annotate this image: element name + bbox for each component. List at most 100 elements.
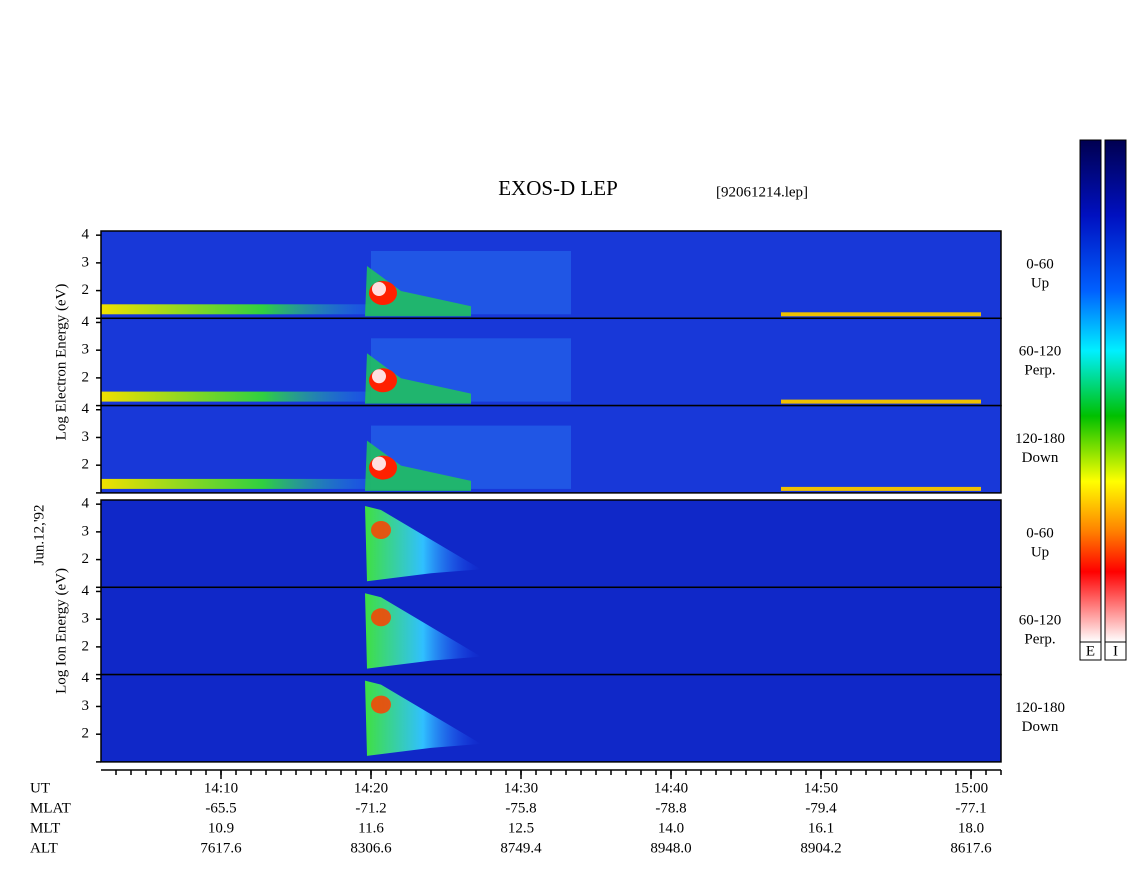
ion-peak — [371, 695, 391, 714]
ephemeris-value: -65.5 — [205, 800, 236, 816]
panel-background — [101, 674, 1001, 762]
panel-label: 0-60 — [1026, 525, 1054, 541]
ephemeris-name: ALT — [30, 840, 58, 856]
ephemeris-value: 11.6 — [358, 820, 384, 836]
panel-sublabel: Down — [1022, 450, 1059, 466]
ephemeris-value: 16.1 — [808, 820, 834, 836]
y-tick-label: 3 — [82, 698, 90, 714]
y-tick-label: 3 — [82, 254, 90, 270]
y-tick-label: 2 — [82, 282, 90, 298]
y-tick-label: 2 — [82, 369, 90, 385]
date: Jun.12,'92 — [31, 504, 47, 565]
ephemeris-value: 8617.6 — [950, 840, 992, 856]
ion-peak — [371, 608, 391, 627]
x-tick-label: 14:40 — [654, 780, 688, 796]
ephemeris-value: 10.9 — [208, 820, 234, 836]
x-tick-label: 14:30 — [504, 780, 538, 796]
panel-frame — [100, 404, 1002, 494]
ion-dispersion — [365, 506, 481, 582]
panel-background — [101, 405, 1001, 493]
y-tick-label: 4 — [82, 670, 90, 686]
ephemeris-value: 12.5 — [508, 820, 534, 836]
x-title: UT — [30, 780, 50, 796]
peak-core — [372, 369, 386, 384]
ephemeris-value: -79.4 — [805, 800, 837, 816]
panel-background — [101, 318, 1001, 406]
low-energy-band — [101, 478, 371, 489]
spectrogram-panel — [100, 404, 1002, 494]
colorbar-label-box — [1104, 641, 1127, 661]
file-name: [92061214.lep] — [716, 184, 808, 200]
ephemeris-value: 8306.6 — [350, 840, 392, 856]
peak-core — [372, 456, 386, 471]
x-tick-label: 14:20 — [354, 780, 388, 796]
panel-sublabel: Perp. — [1024, 632, 1055, 648]
title: EXOS-D LEP — [498, 176, 618, 200]
colorbar — [1079, 139, 1102, 643]
ephemeris-value: 14.0 — [658, 820, 684, 836]
injection — [365, 440, 471, 491]
panel-background — [101, 587, 1001, 675]
y-tick-label: 4 — [82, 314, 90, 330]
panel-sublabel: Perp. — [1024, 363, 1055, 379]
y-tick-label: 4 — [82, 583, 90, 599]
x-tick-label: 14:10 — [204, 780, 238, 796]
panel-label: 120-180 — [1015, 700, 1065, 716]
panel-frame — [100, 673, 1002, 763]
ephemeris-value: -71.2 — [355, 800, 386, 816]
low-energy-band — [101, 304, 371, 315]
colorbar-label-box — [1079, 641, 1102, 661]
ephemeris-value: 18.0 — [958, 820, 984, 836]
peak-core — [372, 282, 386, 296]
panel-label: 60-120 — [1019, 344, 1062, 360]
y-tick-label: 2 — [82, 638, 90, 654]
ephemeris-name: MLAT — [30, 800, 71, 816]
y-tick-label: 3 — [82, 611, 90, 627]
y-tick-label: 3 — [82, 429, 90, 445]
ephemeris-value: -78.8 — [655, 800, 686, 816]
y-tick-label: 3 — [82, 342, 90, 358]
x-tick-label: 14:50 — [804, 780, 838, 796]
spectrogram-panel — [100, 673, 1002, 763]
ephemeris-value: -77.1 — [955, 800, 986, 816]
ion-dispersion — [365, 680, 481, 756]
y-tick-label: 4 — [82, 227, 90, 243]
colorbar-label: I — [1113, 643, 1118, 659]
y-tick-label: 2 — [82, 551, 90, 567]
y-tick-label: 3 — [82, 523, 90, 539]
ephemeris-value: 8904.2 — [800, 840, 841, 856]
panel-sublabel: Down — [1022, 719, 1059, 735]
panel-label: 120-180 — [1015, 431, 1065, 447]
late-band — [781, 486, 981, 491]
panel-background — [101, 500, 1001, 588]
spectrogram-panel — [100, 317, 1002, 407]
y-tick-label: 2 — [82, 457, 90, 473]
ion-peak — [371, 521, 391, 539]
y-tick-label: 4 — [82, 496, 90, 512]
panel-background — [101, 231, 1001, 319]
ion-dispersion — [365, 593, 481, 669]
late-band — [781, 399, 981, 404]
panel-label: 60-120 — [1019, 613, 1062, 629]
ephemeris-value: -75.8 — [505, 800, 536, 816]
y-axis-label: Log Electron Energy (eV) — [53, 284, 69, 441]
colorbar-label: E — [1086, 643, 1095, 659]
injection — [365, 266, 471, 317]
y-axis-label: Log Ion Energy (eV) — [53, 568, 69, 694]
colorbar — [1104, 139, 1127, 643]
panel-sublabel: Up — [1031, 544, 1049, 560]
ephemeris-value: 7617.6 — [200, 840, 242, 856]
spectrogram-panel — [100, 586, 1002, 676]
panel-sublabel: Up — [1031, 275, 1049, 291]
ephemeris-value: 8948.0 — [650, 840, 691, 856]
y-tick-label: 4 — [82, 401, 90, 417]
spectrogram-panel — [100, 230, 1002, 320]
ephemeris-value: 8749.4 — [500, 840, 542, 856]
x-tick-label: 15:00 — [954, 780, 988, 796]
ephemeris-name: MLT — [30, 820, 60, 836]
late-band — [781, 312, 981, 317]
panel-label: 0-60 — [1026, 256, 1054, 272]
low-energy-band — [101, 391, 371, 402]
y-tick-label: 2 — [82, 726, 90, 742]
